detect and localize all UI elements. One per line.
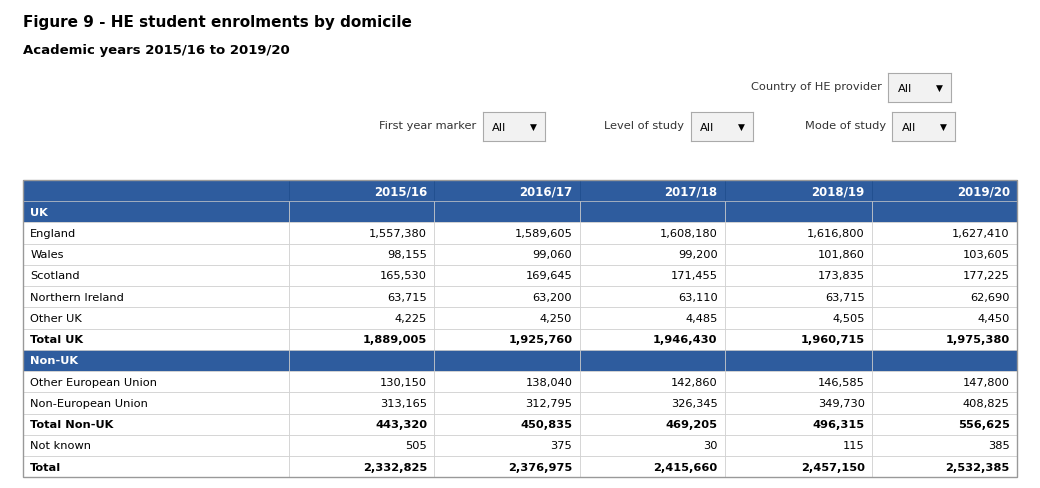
Text: 99,060: 99,060: [532, 250, 572, 260]
Text: 147,800: 147,800: [963, 377, 1010, 387]
Text: 171,455: 171,455: [671, 271, 718, 281]
Text: 349,730: 349,730: [817, 398, 864, 408]
Text: 375: 375: [550, 441, 572, 450]
Text: ▼: ▼: [738, 123, 746, 132]
Text: 2017/18: 2017/18: [665, 184, 718, 198]
Text: UK: UK: [30, 207, 48, 217]
Text: Non-European Union: Non-European Union: [30, 398, 148, 408]
Text: 556,625: 556,625: [958, 419, 1010, 429]
Text: 1,925,760: 1,925,760: [509, 334, 572, 345]
Text: 98,155: 98,155: [387, 250, 427, 260]
Text: 138,040: 138,040: [525, 377, 572, 387]
Text: Non-UK: Non-UK: [30, 356, 78, 366]
Text: 2019/20: 2019/20: [957, 184, 1010, 198]
Text: Total UK: Total UK: [30, 334, 83, 345]
Text: Total: Total: [30, 462, 61, 472]
Text: 1,975,380: 1,975,380: [945, 334, 1010, 345]
Text: 2015/16: 2015/16: [374, 184, 427, 198]
Text: 173,835: 173,835: [817, 271, 864, 281]
Text: 4,450: 4,450: [978, 313, 1010, 324]
Text: 169,645: 169,645: [525, 271, 572, 281]
Text: ▼: ▼: [936, 84, 943, 93]
Text: England: England: [30, 228, 76, 239]
Text: 1,627,410: 1,627,410: [953, 228, 1010, 239]
Text: 103,605: 103,605: [963, 250, 1010, 260]
Text: ▼: ▼: [530, 123, 538, 132]
Text: All: All: [700, 122, 714, 132]
Text: All: All: [898, 83, 912, 93]
Text: Other European Union: Other European Union: [30, 377, 157, 387]
Text: 408,825: 408,825: [963, 398, 1010, 408]
Text: 4,250: 4,250: [540, 313, 572, 324]
Text: 165,530: 165,530: [381, 271, 427, 281]
Text: 326,345: 326,345: [671, 398, 718, 408]
Text: 1,557,380: 1,557,380: [369, 228, 427, 239]
Text: 2018/19: 2018/19: [811, 184, 864, 198]
Text: 2016/17: 2016/17: [519, 184, 572, 198]
Text: 4,225: 4,225: [395, 313, 427, 324]
Text: 62,690: 62,690: [970, 292, 1010, 302]
Text: 385: 385: [988, 441, 1010, 450]
Text: Other UK: Other UK: [30, 313, 82, 324]
Text: 1,889,005: 1,889,005: [363, 334, 427, 345]
Text: Figure 9 - HE student enrolments by domicile: Figure 9 - HE student enrolments by domi…: [23, 15, 412, 30]
Text: 99,200: 99,200: [678, 250, 718, 260]
Text: 1,960,715: 1,960,715: [801, 334, 864, 345]
Text: 313,165: 313,165: [381, 398, 427, 408]
Text: 2,332,825: 2,332,825: [363, 462, 427, 472]
Text: Scotland: Scotland: [30, 271, 80, 281]
Text: 2,532,385: 2,532,385: [945, 462, 1010, 472]
Text: Country of HE provider: Country of HE provider: [751, 82, 882, 92]
Text: ▼: ▼: [940, 123, 947, 132]
Text: 496,315: 496,315: [812, 419, 864, 429]
Text: 469,205: 469,205: [666, 419, 718, 429]
Text: Level of study: Level of study: [604, 121, 684, 131]
Text: 63,715: 63,715: [388, 292, 427, 302]
Text: Academic years 2015/16 to 2019/20: Academic years 2015/16 to 2019/20: [23, 44, 289, 57]
Text: 101,860: 101,860: [817, 250, 864, 260]
Text: 142,860: 142,860: [671, 377, 718, 387]
Text: 30: 30: [703, 441, 718, 450]
Text: 1,616,800: 1,616,800: [807, 228, 864, 239]
Text: Northern Ireland: Northern Ireland: [30, 292, 124, 302]
Text: All: All: [492, 122, 506, 132]
Text: 2,376,975: 2,376,975: [509, 462, 572, 472]
Text: Mode of study: Mode of study: [805, 121, 886, 131]
Text: 4,485: 4,485: [685, 313, 718, 324]
Text: 312,795: 312,795: [525, 398, 572, 408]
Text: 450,835: 450,835: [520, 419, 572, 429]
Text: 63,110: 63,110: [678, 292, 718, 302]
Text: 177,225: 177,225: [963, 271, 1010, 281]
Text: 505: 505: [406, 441, 427, 450]
Text: 1,589,605: 1,589,605: [515, 228, 572, 239]
Text: 1,946,430: 1,946,430: [653, 334, 718, 345]
Text: Not known: Not known: [30, 441, 92, 450]
Text: First year marker: First year marker: [379, 121, 476, 131]
Text: All: All: [902, 122, 916, 132]
Text: Total Non-UK: Total Non-UK: [30, 419, 113, 429]
Text: Wales: Wales: [30, 250, 63, 260]
Text: 4,505: 4,505: [832, 313, 864, 324]
Text: 146,585: 146,585: [817, 377, 864, 387]
Text: 115: 115: [843, 441, 864, 450]
Text: 443,320: 443,320: [375, 419, 427, 429]
Text: 63,715: 63,715: [825, 292, 864, 302]
Text: 63,200: 63,200: [532, 292, 572, 302]
Text: 2,457,150: 2,457,150: [801, 462, 864, 472]
Text: 1,608,180: 1,608,180: [659, 228, 718, 239]
Text: 130,150: 130,150: [380, 377, 427, 387]
Text: 2,415,660: 2,415,660: [653, 462, 718, 472]
